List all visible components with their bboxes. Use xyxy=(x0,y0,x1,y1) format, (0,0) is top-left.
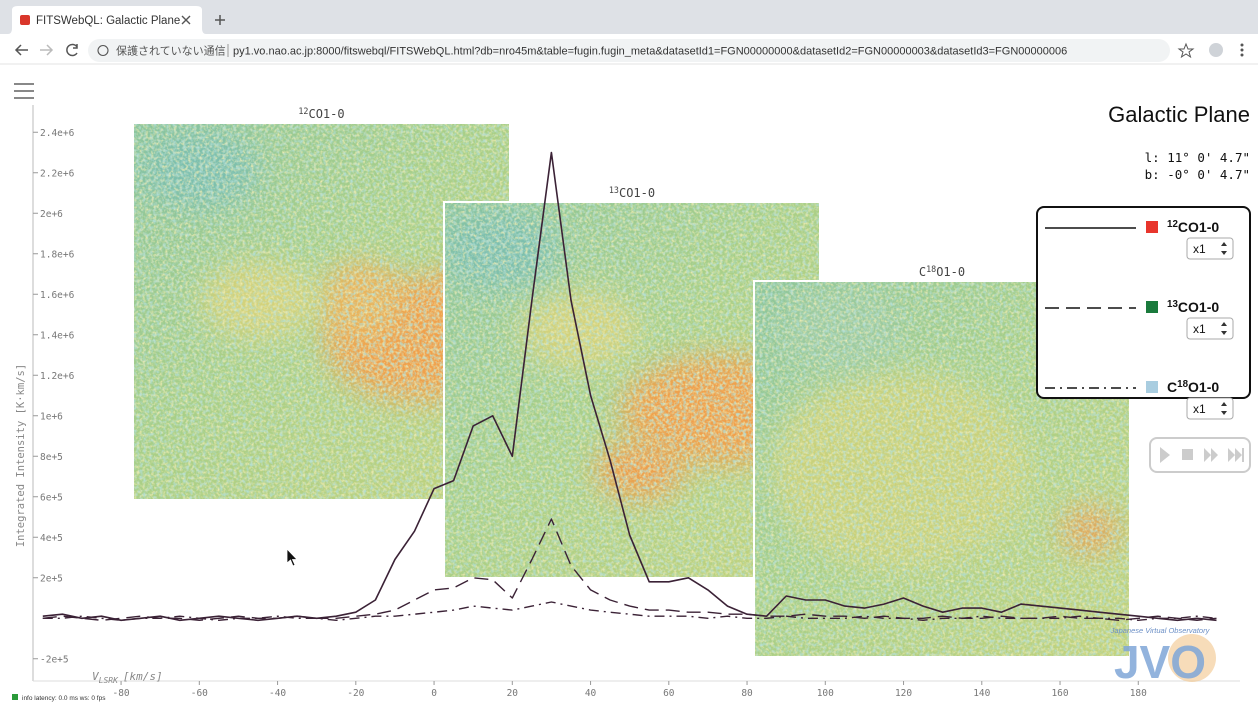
y-tick-label: 8e+5 xyxy=(40,452,63,463)
x-tick-label: -80 xyxy=(112,688,129,699)
coordinate-b: b: -0° 0' 4.7" xyxy=(1145,167,1250,182)
y-tick-label: 1.2e+6 xyxy=(40,371,75,382)
x-tick-label: -40 xyxy=(269,688,286,699)
legend-label: C18O1-0 xyxy=(1167,379,1219,395)
scale-value[interactable]: x1 xyxy=(1193,402,1206,416)
mouse-cursor xyxy=(287,549,297,566)
x-tick-label: 180 xyxy=(1130,688,1147,699)
image-label: 13CO1-0 xyxy=(609,185,655,200)
x-tick-label: 120 xyxy=(895,688,912,699)
image-label: 12CO1-0 xyxy=(298,106,344,121)
scale-value[interactable]: x1 xyxy=(1193,242,1206,256)
profile-icon[interactable] xyxy=(1209,43,1223,57)
menu-dots[interactable] xyxy=(1241,44,1244,57)
x-tick-label: 20 xyxy=(507,688,519,699)
x-tick-label: 80 xyxy=(741,688,753,699)
y-tick-label: 6e+5 xyxy=(40,492,63,503)
legend-swatch xyxy=(1146,301,1158,313)
favicon xyxy=(20,15,30,25)
x-tick-label: 60 xyxy=(663,688,675,699)
status-indicator xyxy=(12,694,18,700)
hamburger-menu[interactable] xyxy=(14,84,34,98)
y-tick-label: -2e+5 xyxy=(40,654,69,665)
x-tick-label: -20 xyxy=(347,688,364,699)
x-axis-label-part: [km/s] xyxy=(123,670,163,683)
status-text: info latency: 0.0 ms ws: 0 fps xyxy=(22,695,106,702)
y-tick-label: 1.8e+6 xyxy=(40,249,75,260)
y-tick-label: 1.4e+6 xyxy=(40,330,75,341)
x-tick-label: 160 xyxy=(1051,688,1068,699)
coordinate-l: l: 11° 0' 4.7" xyxy=(1145,150,1250,165)
image-label: C18O1-0 xyxy=(919,264,965,279)
screen: FITSWebQL: Galactic Plane 保護されていない通信 py1… xyxy=(0,0,1258,706)
url[interactable]: py1.vo.nao.ac.jp:8000/fitswebql/FITSWebQ… xyxy=(233,46,1067,58)
security-label: 保護されていない通信 xyxy=(116,44,226,58)
scale-value[interactable]: x1 xyxy=(1193,322,1206,336)
x-axis-label-part: LSRK xyxy=(99,676,119,685)
y-tick-label: 2.2e+6 xyxy=(40,168,75,179)
y-axis-label: Integrated Intensity [K·km/s] xyxy=(15,364,27,547)
x-axis-label: VLSRK[km/s] xyxy=(92,670,163,685)
x-tick-label: 0 xyxy=(431,688,437,699)
x-tick-label: 40 xyxy=(585,688,597,699)
chart-title: Galactic Plane xyxy=(1108,102,1250,127)
y-tick-label: 2e+5 xyxy=(40,573,63,584)
x-tick-label: -60 xyxy=(191,688,208,699)
y-tick-label: 4e+5 xyxy=(40,533,63,544)
logo-text: JVO xyxy=(1114,636,1206,688)
logo-caption: Japanese Virtual Observatory xyxy=(1110,626,1211,635)
tab-title[interactable]: FITSWebQL: Galactic Plane xyxy=(36,15,180,27)
x-tick-label: 100 xyxy=(817,688,834,699)
y-tick-label: 1.6e+6 xyxy=(40,290,75,301)
y-tick-label: 2.4e+6 xyxy=(40,128,75,139)
legend-swatch xyxy=(1146,381,1158,393)
y-tick-label: 1e+6 xyxy=(40,411,63,422)
y-tick-label: 2e+6 xyxy=(40,209,63,220)
legend-swatch xyxy=(1146,221,1158,233)
image-panels: 12CO1-0 13CO1-0 C18O1-0 xyxy=(133,106,1130,657)
x-tick-label: 140 xyxy=(973,688,990,699)
